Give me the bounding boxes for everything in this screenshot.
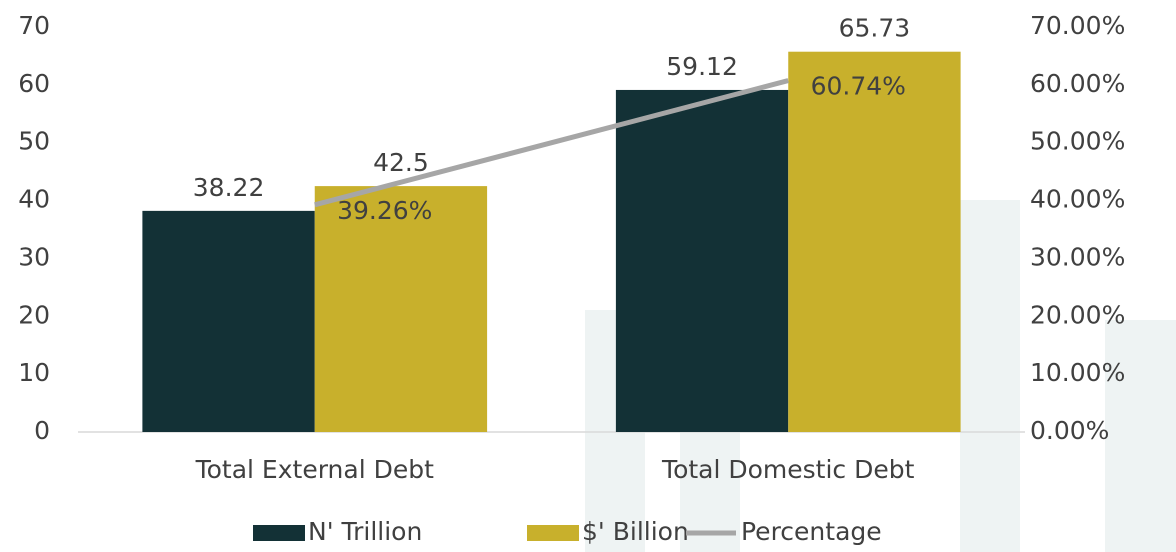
y-tick-label: 0 bbox=[34, 416, 50, 445]
y2-tick-label: 0.00% bbox=[1030, 416, 1109, 445]
data-label: 59.12 bbox=[666, 52, 738, 81]
line bbox=[314, 78, 789, 208]
legend-label: $' Billion bbox=[582, 517, 689, 546]
y2-tick-label: 50.00% bbox=[1030, 127, 1125, 156]
bar bbox=[615, 89, 789, 432]
y2-tick-label: 40.00% bbox=[1030, 185, 1125, 214]
y-tick-label: 70 bbox=[18, 11, 50, 40]
legend-swatch bbox=[253, 525, 305, 541]
bar bbox=[314, 186, 488, 432]
legend-label: Percentage bbox=[741, 517, 882, 546]
y2-tick-label: 70.00% bbox=[1030, 11, 1125, 40]
y-tick-label: 40 bbox=[18, 185, 50, 214]
y-tick-label: 20 bbox=[18, 300, 50, 329]
x-tick-label: Total External Debt bbox=[195, 455, 435, 484]
y-tick-label: 10 bbox=[18, 358, 50, 387]
data-label: 39.26% bbox=[337, 196, 432, 225]
data-label: 65.73 bbox=[839, 14, 911, 43]
data-label: 42.5 bbox=[373, 148, 429, 177]
legend-label: N' Trillion bbox=[308, 517, 422, 546]
y2-tick-label: 30.00% bbox=[1030, 242, 1125, 271]
y2-tick-label: 20.00% bbox=[1030, 300, 1125, 329]
y-tick-label: 30 bbox=[18, 242, 50, 271]
data-label: 60.74% bbox=[811, 72, 906, 101]
data-label: 38.22 bbox=[193, 173, 265, 202]
y-tick-label: 50 bbox=[18, 127, 50, 156]
y2-tick-label: 10.00% bbox=[1030, 358, 1125, 387]
legend-swatch bbox=[527, 525, 579, 541]
bar bbox=[788, 51, 961, 433]
x-tick-label: Total Domestic Debt bbox=[661, 455, 915, 484]
bar bbox=[142, 210, 315, 432]
y2-tick-label: 60.00% bbox=[1030, 69, 1125, 98]
y-tick-label: 60 bbox=[18, 69, 50, 98]
